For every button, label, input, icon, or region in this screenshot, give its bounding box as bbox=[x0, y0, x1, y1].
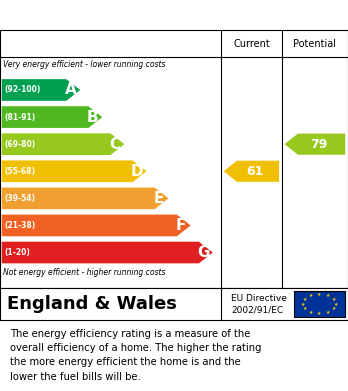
Text: (69-80): (69-80) bbox=[4, 140, 35, 149]
Text: (1-20): (1-20) bbox=[4, 248, 30, 257]
Text: Not energy efficient - higher running costs: Not energy efficient - higher running co… bbox=[3, 268, 166, 277]
Text: ★: ★ bbox=[309, 310, 313, 315]
Text: (21-38): (21-38) bbox=[4, 221, 35, 230]
Text: 79: 79 bbox=[310, 138, 327, 151]
Text: ★: ★ bbox=[303, 306, 307, 311]
Text: (92-100): (92-100) bbox=[4, 86, 41, 95]
Text: A: A bbox=[65, 83, 76, 97]
Text: England & Wales: England & Wales bbox=[7, 295, 177, 313]
Text: Potential: Potential bbox=[293, 39, 337, 48]
Polygon shape bbox=[2, 188, 168, 209]
Polygon shape bbox=[2, 215, 191, 236]
Text: ★: ★ bbox=[317, 292, 322, 297]
Polygon shape bbox=[2, 106, 102, 128]
Text: 61: 61 bbox=[247, 165, 264, 178]
Text: Very energy efficient - lower running costs: Very energy efficient - lower running co… bbox=[3, 60, 166, 69]
Text: ★: ★ bbox=[325, 293, 330, 298]
Polygon shape bbox=[2, 242, 213, 264]
Text: Energy Efficiency Rating: Energy Efficiency Rating bbox=[10, 7, 220, 23]
Text: E: E bbox=[154, 191, 164, 206]
Text: G: G bbox=[197, 245, 209, 260]
Text: (81-91): (81-91) bbox=[4, 113, 35, 122]
Text: D: D bbox=[130, 164, 143, 179]
Text: EU Directive
2002/91/EC: EU Directive 2002/91/EC bbox=[231, 294, 287, 314]
Text: ★: ★ bbox=[309, 293, 313, 298]
Text: C: C bbox=[109, 137, 120, 152]
Polygon shape bbox=[285, 134, 345, 155]
Text: ★: ★ bbox=[300, 301, 305, 307]
Text: ★: ★ bbox=[334, 301, 338, 307]
Text: ★: ★ bbox=[325, 310, 330, 315]
Text: (55-68): (55-68) bbox=[4, 167, 35, 176]
Text: ★: ★ bbox=[303, 297, 307, 302]
Polygon shape bbox=[2, 133, 124, 155]
Text: B: B bbox=[87, 109, 98, 125]
Polygon shape bbox=[2, 79, 80, 101]
Polygon shape bbox=[224, 161, 279, 182]
Text: ★: ★ bbox=[317, 311, 322, 316]
Polygon shape bbox=[2, 160, 147, 182]
Text: ★: ★ bbox=[332, 297, 336, 302]
Text: F: F bbox=[176, 218, 186, 233]
FancyBboxPatch shape bbox=[294, 291, 345, 317]
Text: (39-54): (39-54) bbox=[4, 194, 35, 203]
Text: The energy efficiency rating is a measure of the
overall efficiency of a home. T: The energy efficiency rating is a measur… bbox=[10, 328, 262, 382]
Text: ★: ★ bbox=[332, 306, 336, 311]
Text: Current: Current bbox=[233, 39, 270, 48]
